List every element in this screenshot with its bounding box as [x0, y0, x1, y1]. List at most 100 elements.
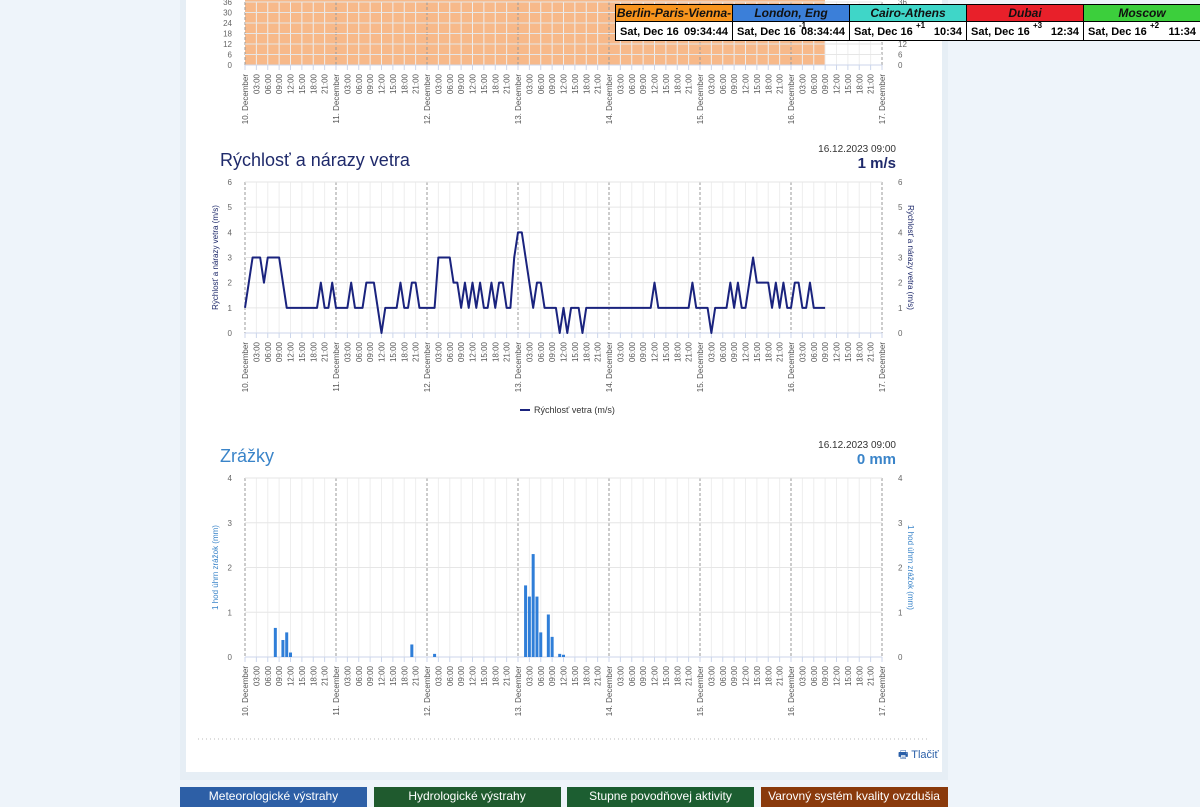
x-tick-label: 03:00: [525, 341, 534, 362]
x-tick-label: 03:00: [252, 341, 261, 362]
x-tick-label: 16. December: [787, 342, 796, 393]
x-tick-label: 06:00: [355, 73, 364, 94]
current-value: 0 mm: [857, 451, 896, 468]
x-tick-label: 09:00: [730, 341, 739, 362]
x-tick-label: 21:00: [503, 665, 512, 686]
x-tick-label: 09:00: [730, 73, 739, 94]
y2-tick-label: 0: [898, 329, 903, 338]
print-link[interactable]: 🖶 Tlačiť: [898, 749, 939, 761]
x-tick-label: 12:00: [833, 341, 842, 362]
x-tick-label: 06:00: [446, 341, 455, 362]
x-tick-label: 21:00: [503, 341, 512, 362]
nav-button[interactable]: Varovný systém kvality ovzdušia: [760, 787, 948, 807]
x-tick-label: 16. December: [787, 74, 796, 125]
x-tick-label: 11. December: [332, 666, 341, 716]
nav-button[interactable]: Stupne povodňovej aktivity: [567, 787, 754, 807]
x-tick-label: 12:00: [469, 73, 478, 94]
y-axis-title: Rýchlosť a nárazy vetra (m/s): [211, 205, 220, 310]
y-tick-label: 3: [228, 519, 233, 528]
x-tick-label: 18:00: [673, 73, 682, 94]
x-tick-label: 09:00: [366, 73, 375, 94]
x-tick-label: 12:00: [742, 341, 751, 362]
y2-tick-label: 5: [898, 203, 903, 212]
y-tick-label: 12: [223, 40, 232, 49]
x-tick-label: 15:00: [389, 341, 398, 362]
clock-date: Sat, Dec 16: [620, 26, 679, 38]
x-tick-label: 21:00: [412, 665, 421, 686]
x-tick-label: 21:00: [321, 665, 330, 686]
x-tick-label: 15:00: [753, 73, 762, 94]
x-tick-label: 03:00: [343, 341, 352, 362]
x-tick-label: 09:00: [821, 341, 830, 362]
rain-bar: [281, 639, 285, 657]
x-tick-label: 18:00: [491, 665, 500, 686]
clock-city: Cairo-Athens: [850, 5, 966, 22]
x-tick-label: 12:00: [833, 665, 842, 686]
x-tick-label: 18:00: [673, 665, 682, 686]
y-tick-label: 6: [228, 51, 233, 60]
x-tick-label: 09:00: [639, 73, 648, 94]
y-tick-label: 36: [223, 0, 232, 7]
timestamp: 16.12.2023 09:00: [818, 440, 896, 451]
x-tick-label: 21:00: [867, 73, 876, 94]
y2-tick-label: 0: [898, 653, 903, 662]
x-tick-label: 03:00: [798, 341, 807, 362]
x-tick-label: 21:00: [776, 341, 785, 362]
x-tick-label: 18:00: [673, 341, 682, 362]
x-tick-label: 15:00: [571, 73, 580, 94]
x-tick-label: 06:00: [810, 341, 819, 362]
x-tick-label: 09:00: [639, 665, 648, 686]
x-tick-label: 03:00: [252, 665, 261, 686]
x-tick-label: 06:00: [264, 341, 273, 362]
clock-offset: -1: [799, 21, 807, 30]
y-tick-label: 4: [228, 474, 233, 483]
x-tick-label: 12:00: [378, 341, 387, 362]
x-tick-label: 12:00: [560, 73, 569, 94]
x-tick-label: 15. December: [696, 74, 705, 125]
x-tick-label: 15:00: [480, 665, 489, 686]
x-tick-label: 10. December: [241, 74, 250, 125]
y-tick-label: 0: [228, 61, 233, 70]
rain-bar: [527, 596, 531, 657]
x-tick-label: 09:00: [457, 73, 466, 94]
y-tick-label: 18: [223, 30, 232, 39]
y-tick-label: 4: [228, 228, 233, 237]
x-tick-label: 06:00: [446, 73, 455, 94]
y-tick-label: 1: [228, 608, 233, 617]
x-tick-label: 12:00: [378, 73, 387, 94]
x-tick-label: 18:00: [400, 665, 409, 686]
x-tick-label: 18:00: [764, 73, 773, 94]
y2-tick-label: 3: [898, 519, 903, 528]
x-tick-label: 09:00: [366, 341, 375, 362]
clock-time: 09:34:44: [683, 26, 728, 38]
x-tick-label: 15:00: [298, 665, 307, 686]
x-tick-label: 14. December: [605, 342, 614, 393]
clock-date: Sat, Dec 16: [854, 26, 913, 38]
x-tick-label: 14. December: [605, 666, 614, 717]
rain-bar: [531, 554, 535, 657]
nav-button[interactable]: Hydrologické výstrahy: [373, 787, 561, 807]
y2-tick-label: 2: [898, 279, 903, 288]
x-tick-label: 09:00: [730, 665, 739, 686]
print-label[interactable]: Tlačiť: [911, 749, 939, 761]
y2-tick-label: 3: [898, 254, 903, 263]
x-tick-label: 21:00: [321, 341, 330, 362]
nav-button[interactable]: Meteorologické výstrahy: [180, 787, 367, 807]
timestamp: 16.12.2023 09:00: [818, 144, 896, 155]
clock-cell: Berlin-Paris-Vienna-RomaSat, Dec 16 09:34…: [616, 4, 733, 41]
x-tick-label: 21:00: [412, 73, 421, 94]
clock-date: Sat, Dec 16: [1088, 26, 1147, 38]
x-tick-label: 06:00: [628, 73, 637, 94]
clock-row: Sat, Dec 16 +3 12:34: [967, 21, 1083, 40]
x-tick-label: 12:00: [560, 341, 569, 362]
legend-label[interactable]: Rýchlosť vetra (m/s): [534, 405, 615, 415]
x-tick-label: 06:00: [537, 73, 546, 94]
x-tick-label: 03:00: [525, 665, 534, 686]
x-tick-label: 18:00: [582, 341, 591, 362]
y-tick-label: 5: [228, 203, 233, 212]
rain-bar: [550, 636, 554, 657]
clock-row: Sat, Dec 16 09:34:44: [616, 22, 732, 40]
clock-city: Moscow: [1084, 5, 1200, 22]
x-tick-label: 21:00: [685, 341, 694, 362]
